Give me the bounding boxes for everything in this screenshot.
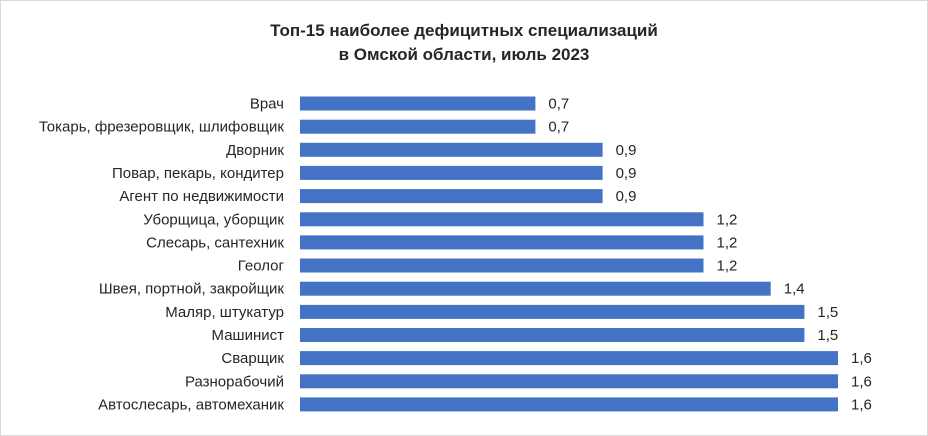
category-label-5: Уборщица, уборщик (143, 211, 284, 228)
category-label-11: Сварщик (221, 350, 284, 367)
category-label-8: Швея, портной, закройщик (99, 281, 285, 298)
category-label-3: Повар, пекарь, кондитер (112, 165, 284, 182)
bar-3 (300, 165, 603, 180)
value-label-11: 1,6 (851, 350, 872, 367)
category-label-4: Агент по недвижимости (119, 188, 284, 205)
bar-9 (300, 304, 805, 319)
value-label-8: 1,4 (784, 281, 805, 298)
value-label-4: 0,9 (616, 188, 637, 205)
value-label-2: 0,9 (616, 142, 637, 159)
value-label-1: 0,7 (548, 119, 569, 136)
value-label-3: 0,9 (616, 165, 637, 182)
category-label-6: Слесарь, сантехник (146, 234, 284, 251)
bar-7 (300, 258, 704, 273)
category-label-9: Маляр, штукатур (165, 304, 284, 321)
value-label-6: 1,2 (717, 234, 738, 251)
category-label-13: Автослесарь, автомеханик (98, 396, 284, 413)
bar-10 (300, 328, 805, 342)
chart-title-line-1: Топ-15 наиболее дефицитных специализаций (270, 21, 658, 40)
category-label-2: Дворник (226, 142, 284, 159)
bar-1 (300, 119, 536, 134)
value-label-5: 1,2 (717, 211, 738, 228)
value-label-9: 1,5 (817, 304, 838, 321)
bar-13 (300, 397, 838, 412)
value-label-0: 0,7 (548, 96, 569, 113)
bar-11 (300, 351, 838, 366)
category-label-7: Геолог (238, 258, 285, 275)
category-label-12: Разнорабочий (185, 373, 284, 390)
value-label-12: 1,6 (851, 373, 872, 390)
value-label-10: 1,5 (817, 327, 838, 344)
value-label-13: 1,6 (851, 396, 872, 413)
category-label-0: Врач (250, 96, 284, 113)
bar-2 (300, 142, 603, 157)
bar-12 (300, 374, 838, 389)
category-label-10: Машинист (212, 327, 285, 344)
bar-4 (300, 189, 603, 204)
value-label-7: 1,2 (717, 258, 738, 275)
chart-title: Топ-15 наиболее дефицитных специализаций… (0, 19, 928, 67)
chart-title-line-2: в Омской области, июль 2023 (338, 45, 590, 64)
bar-6 (300, 235, 704, 250)
bar-0 (300, 96, 536, 111)
bar-5 (300, 212, 704, 227)
category-label-1: Токарь, фрезеровщик, шлифовщик (39, 119, 285, 136)
bar-8 (300, 281, 771, 296)
